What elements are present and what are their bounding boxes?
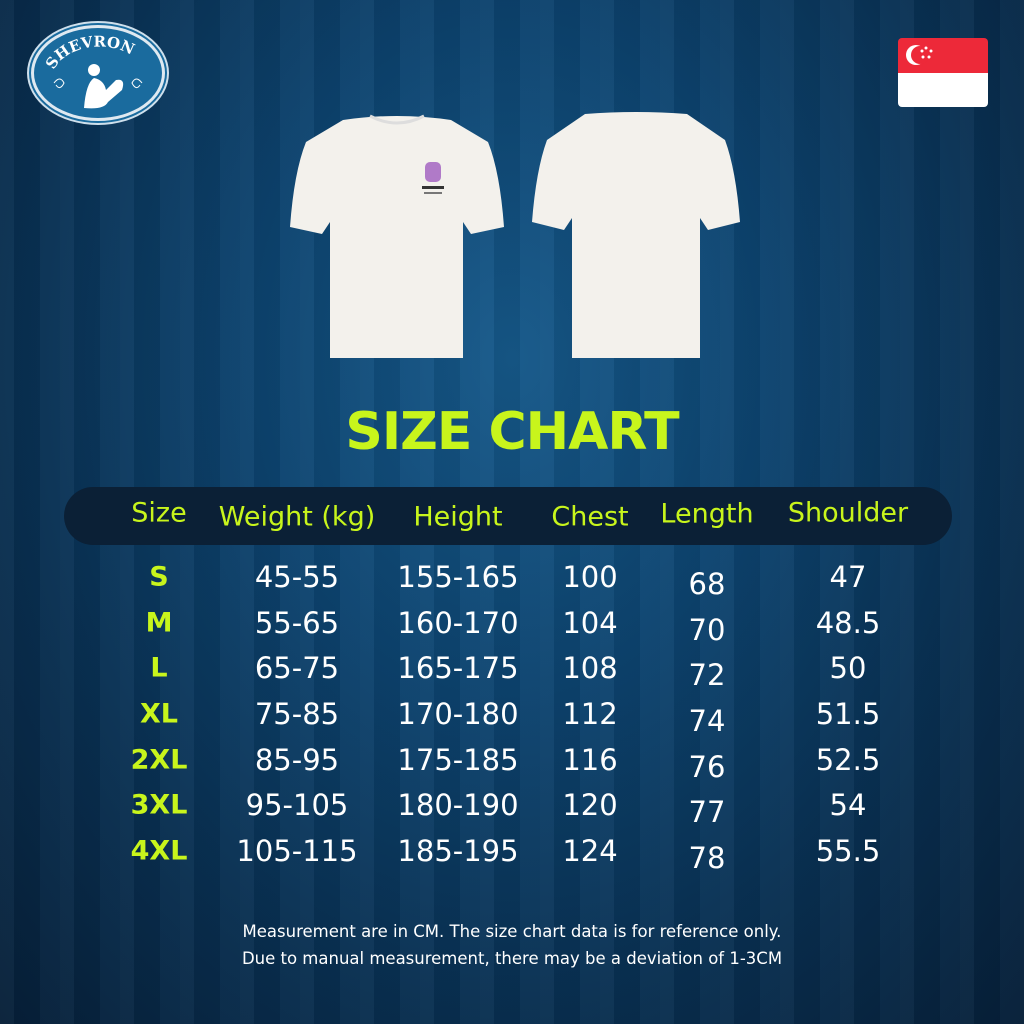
table-cell: 45-55 [254, 560, 340, 594]
table-cell: 55-65 [254, 606, 340, 640]
column-header: Weight (kg) [218, 501, 376, 533]
table-cell: 165-175 [397, 651, 519, 685]
column-header: Size [131, 497, 187, 529]
column-header: Shoulder [787, 497, 909, 529]
note-line-2: Due to manual measurement, there may be … [241, 949, 783, 968]
table-cell: 70 [688, 613, 726, 647]
size-label: XL [139, 698, 179, 730]
table-cell: 95-105 [245, 788, 349, 822]
table-header-bar [64, 487, 952, 545]
table-cell: 50 [829, 651, 867, 685]
size-label: 3XL [130, 789, 188, 821]
size-label: L [150, 652, 168, 684]
size-label: 4XL [130, 835, 188, 867]
table-cell: 104 [562, 606, 618, 640]
table-cell: 105-115 [236, 834, 358, 868]
note-line-1: Measurement are in CM. The size chart da… [242, 922, 782, 941]
table-cell: 108 [562, 651, 618, 685]
column-header: Length [660, 498, 754, 530]
table-cell: 100 [562, 560, 618, 594]
tshirt-back-image [532, 112, 740, 358]
table-cell: 48.5 [815, 606, 881, 640]
column-header: Chest [551, 501, 629, 533]
table-cell: 54 [829, 788, 867, 822]
table-cell: 175-185 [397, 743, 519, 777]
singapore-flag-icon [898, 38, 988, 107]
table-cell: 77 [688, 795, 726, 829]
table-cell: 68 [688, 567, 726, 601]
table-cell: 47 [829, 560, 867, 594]
table-cell: 72 [688, 658, 726, 692]
table-cell: 52.5 [815, 743, 881, 777]
size-label: 2XL [130, 744, 188, 776]
table-cell: 75-85 [254, 697, 340, 731]
table-cell: 76 [688, 750, 726, 784]
table-cell: 180-190 [397, 788, 519, 822]
table-cell: 155-165 [397, 560, 519, 594]
table-cell: 74 [688, 704, 726, 738]
column-header: Height [413, 501, 503, 533]
table-cell: 51.5 [815, 697, 881, 731]
table-cell: 185-195 [397, 834, 519, 868]
table-cell: 160-170 [397, 606, 519, 640]
table-cell: 120 [562, 788, 618, 822]
size-label: M [145, 607, 173, 639]
shevron-logo: SHEVRON [31, 25, 165, 121]
size-chart-title: SIZE CHART [345, 402, 679, 462]
tshirt-front-image [290, 114, 504, 358]
table-cell: 55.5 [815, 834, 881, 868]
table-cell: 124 [562, 834, 618, 868]
table-cell: 112 [562, 697, 618, 731]
table-cell: 65-75 [254, 651, 340, 685]
size-label: S [149, 561, 169, 593]
table-cell: 116 [562, 743, 618, 777]
table-cell: 85-95 [254, 743, 340, 777]
table-cell: 170-180 [397, 697, 519, 731]
table-cell: 78 [688, 841, 726, 875]
